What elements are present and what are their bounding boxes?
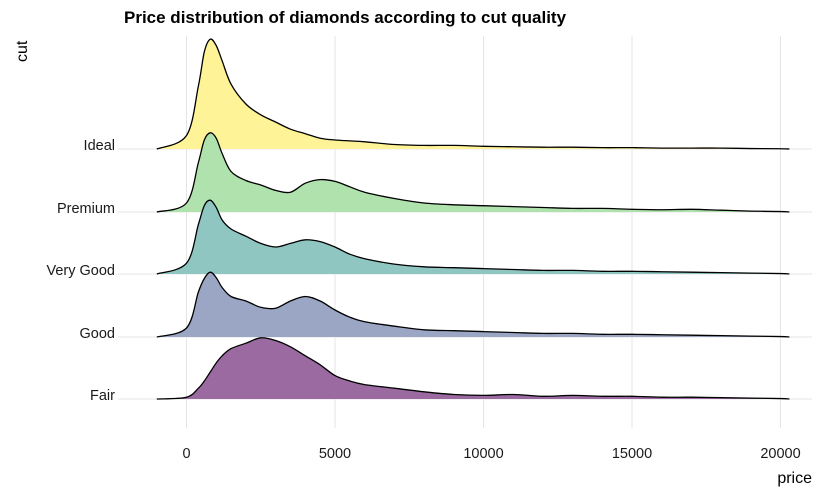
density-area-fair [156, 337, 790, 399]
ridge-premium [156, 132, 790, 213]
x-tick-label: 5000 [319, 446, 351, 462]
density-line-premium [156, 132, 790, 213]
x-tick-label: 10000 [463, 446, 503, 462]
ridge-very-good [156, 199, 790, 275]
category-label-good: Good [80, 326, 115, 342]
density-area-premium [156, 132, 790, 212]
ridge-fair [156, 337, 790, 400]
density-line-very-good [156, 199, 790, 275]
x-tick-label: 15000 [612, 446, 652, 462]
x-tick-label: 0 [182, 446, 190, 462]
chart-title: Price distribution of diamonds according… [124, 8, 567, 27]
category-label-very-good: Very Good [46, 263, 115, 279]
category-labels: Ideal Premium Very Good Good Fair [46, 138, 115, 404]
density-area-very-good [156, 200, 790, 274]
x-tick-labels: 0 5000 10000 15000 20000 [182, 446, 800, 462]
density-line-ideal [156, 38, 790, 150]
x-axis-label: price [777, 470, 812, 487]
density-line-fair [156, 337, 790, 400]
category-label-fair: Fair [90, 388, 115, 404]
category-label-premium: Premium [57, 201, 115, 217]
x-tick-label: 20000 [760, 446, 800, 462]
density-area-ideal [156, 39, 790, 149]
ridge-ideal [156, 38, 790, 150]
density-line-good [156, 271, 790, 338]
density-area-good [156, 272, 790, 337]
category-label-ideal: Ideal [84, 138, 115, 154]
density-ridges [156, 38, 790, 400]
ridge-good [156, 271, 790, 338]
